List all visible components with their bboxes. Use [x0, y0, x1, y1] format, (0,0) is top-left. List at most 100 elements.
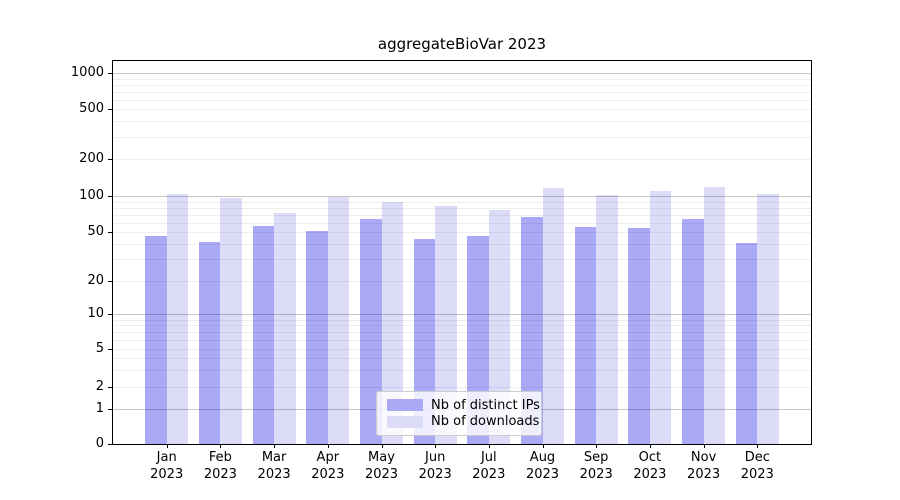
- bar-distinct-ips-oct: [628, 228, 650, 444]
- plot-area: Nb of distinct IPs Nb of downloads: [112, 60, 812, 445]
- month-label: Jan: [156, 450, 177, 465]
- x-tick-mark: [488, 444, 490, 448]
- year-label: 2023: [257, 467, 291, 482]
- month-label: Nov: [690, 450, 717, 465]
- minor-gridline: [113, 280, 811, 282]
- minor-gridline: [113, 159, 811, 160]
- minor-gridline: [113, 259, 811, 261]
- minor-gridline: [113, 99, 811, 101]
- month-label: May: [368, 450, 395, 465]
- minor-gridline: [113, 332, 811, 333]
- y-tick-label: 5: [95, 340, 104, 356]
- bar-downloads-jun: [435, 206, 457, 444]
- month-label: Jun: [425, 450, 446, 465]
- bar-downloads-jul: [488, 209, 511, 444]
- x-tick-mark: [596, 444, 598, 448]
- y-tick-mark: [108, 109, 113, 111]
- y-tick-label: 100: [79, 188, 104, 203]
- month-label: Jul: [480, 450, 497, 465]
- x-tick-mark: [166, 444, 168, 448]
- x-tick-mark: [542, 444, 544, 448]
- bar-downloads-dec: [757, 193, 779, 444]
- bar-distinct-ips-nov: [682, 218, 704, 444]
- legend-swatch-distinct-ips: [387, 399, 423, 412]
- minor-gridline: [113, 214, 811, 216]
- x-tick-label-oct: Oct 2023: [620, 449, 680, 483]
- month-label: Mar: [261, 450, 287, 465]
- minor-gridline: [113, 207, 811, 209]
- year-label: 2023: [687, 467, 721, 482]
- bar-distinct-ips-jan: [145, 235, 167, 444]
- minor-gridline: [113, 222, 811, 224]
- month-label: Dec: [744, 450, 770, 465]
- bar-downloads-nov: [703, 187, 726, 444]
- month-label: Apr: [316, 450, 340, 465]
- chart-title: aggregateBioVar 2023: [377, 35, 547, 53]
- year-label: 2023: [203, 467, 237, 482]
- x-tick-label-dec: Dec 2023: [727, 449, 787, 483]
- x-tick-label-nov: Nov 2023: [674, 449, 734, 483]
- bar-distinct-ips-apr: [306, 231, 328, 444]
- minor-gridline: [113, 348, 811, 350]
- bar-distinct-ips-mar: [252, 226, 275, 444]
- x-tick-label-mar: Mar 2023: [244, 449, 304, 483]
- y-tick-mark: [108, 314, 113, 316]
- x-tick-mark: [327, 444, 329, 448]
- year-label: 2023: [418, 467, 452, 482]
- y-tick-label: 2: [95, 378, 104, 394]
- minor-gridline: [113, 369, 811, 371]
- bar-downloads-may: [381, 201, 403, 444]
- x-tick-label-jul: Jul 2023: [459, 449, 519, 483]
- year-label: 2023: [633, 467, 667, 482]
- year-label: 2023: [364, 467, 399, 482]
- major-gridline: [113, 196, 811, 197]
- y-tick-label: 1: [95, 400, 104, 416]
- minor-gridline: [113, 358, 811, 359]
- minor-gridline: [113, 319, 811, 321]
- bar-downloads-sep: [596, 195, 618, 444]
- y-tick-label: 10: [87, 306, 104, 322]
- month-label: Sep: [583, 450, 609, 465]
- x-tick-mark: [649, 444, 651, 448]
- minor-gridline: [113, 121, 811, 123]
- minor-gridline: [113, 137, 811, 138]
- y-tick-mark: [108, 280, 113, 282]
- x-tick-label-jan: Jan 2023: [137, 449, 197, 483]
- year-label: 2023: [740, 467, 774, 482]
- minor-gridline: [113, 201, 811, 203]
- minor-gridline: [113, 386, 811, 388]
- y-tick-mark: [108, 408, 113, 410]
- legend: Nb of distinct IPs Nb of downloads: [376, 391, 542, 436]
- y-tick-mark: [108, 73, 113, 75]
- x-tick-mark: [703, 444, 705, 448]
- y-tick-mark: [108, 444, 113, 445]
- x-tick-label-sep: Sep 2023: [566, 449, 626, 483]
- x-tick-mark: [757, 444, 759, 448]
- legend-swatch-downloads: [387, 415, 423, 428]
- minor-gridline: [113, 84, 811, 86]
- bars-layer: [113, 61, 811, 444]
- y-tick-label: 500: [79, 101, 104, 117]
- y-tick-mark: [108, 386, 113, 388]
- major-gridline: [113, 314, 811, 316]
- year-label: 2023: [525, 467, 560, 482]
- y-tick-label: 1000: [70, 65, 104, 81]
- bar-downloads-oct: [649, 190, 672, 444]
- minor-gridline: [113, 232, 811, 234]
- y-tick-mark: [108, 196, 113, 197]
- minor-gridline: [113, 325, 811, 327]
- y-tick-label: 20: [87, 272, 104, 288]
- bar-downloads-apr: [327, 197, 350, 444]
- x-tick-label-feb: Feb 2023: [190, 449, 250, 483]
- bar-downloads-jan: [166, 194, 189, 444]
- y-tick-mark: [108, 348, 113, 350]
- minor-gridline: [113, 109, 811, 111]
- year-label: 2023: [311, 467, 345, 482]
- bar-distinct-ips-dec: [735, 242, 758, 444]
- y-tick-label: 0: [95, 436, 104, 451]
- y-tick-label: 50: [87, 224, 104, 240]
- month-label: Oct: [638, 450, 662, 465]
- legend-item-distinct-ips: Nb of distinct IPs: [387, 398, 540, 413]
- x-tick-mark: [220, 444, 222, 448]
